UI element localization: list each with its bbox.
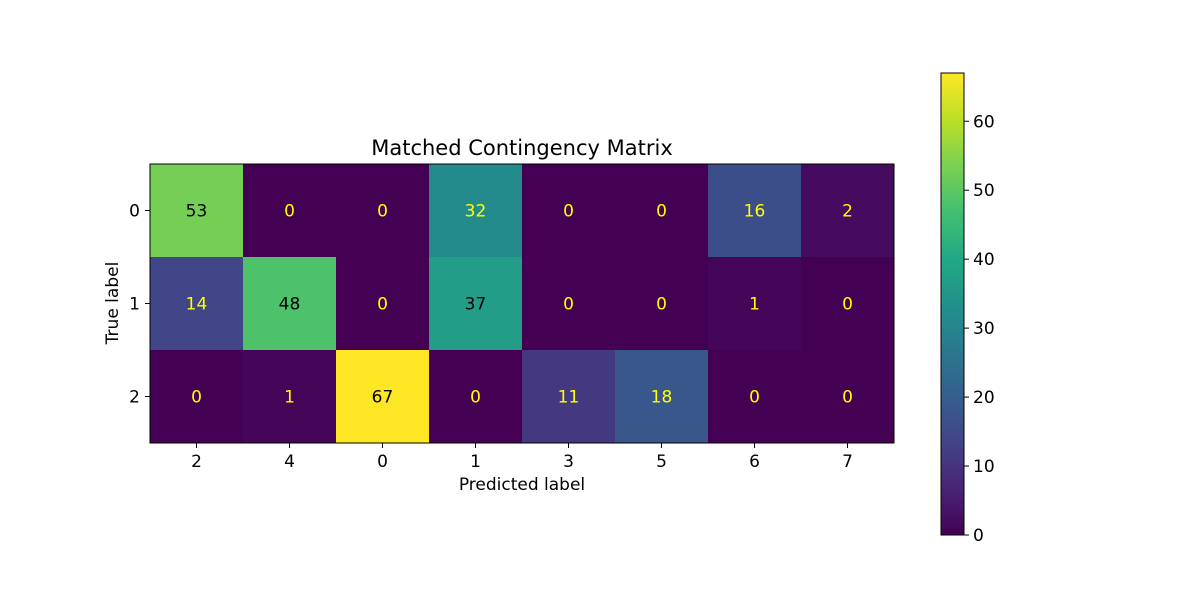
cell-value-label: 48 — [279, 295, 301, 315]
cell-value-label: 1 — [749, 295, 760, 315]
x-tick-label: 4 — [284, 452, 295, 472]
heatmap-cell — [429, 257, 523, 351]
colorbar-tick-label: 40 — [973, 250, 995, 270]
x-tick-label: 5 — [656, 452, 667, 472]
cell-value-label: 0 — [191, 388, 202, 408]
colorbar-tick-label: 20 — [973, 388, 995, 408]
x-tick-label: 7 — [842, 452, 853, 472]
y-tick-label: 0 — [129, 202, 140, 222]
chart-title: Matched Contingency Matrix — [371, 136, 673, 160]
cell-value-label: 53 — [186, 202, 208, 222]
cell-value-label: 0 — [284, 202, 295, 222]
x-tick-label: 1 — [470, 452, 481, 472]
cell-value-label: 0 — [563, 202, 574, 222]
y-tick-label: 1 — [129, 295, 140, 315]
cell-value-label: 2 — [842, 202, 853, 222]
heatmap-cell — [522, 350, 616, 444]
heatmap-cell — [150, 257, 244, 351]
heatmap-cell — [615, 257, 709, 351]
heatmap-cell — [522, 164, 616, 258]
colorbar-frame — [940, 72, 965, 536]
heatmap-cell — [243, 257, 337, 351]
heatmap-cell — [336, 257, 430, 351]
x-axis-label: Predicted label — [459, 475, 585, 495]
cell-value-label: 1 — [284, 388, 295, 408]
cell-value-label: 0 — [842, 295, 853, 315]
heatmap-cell — [429, 164, 523, 258]
colorbar-tick-label: 10 — [973, 457, 995, 477]
heatmap-cell — [150, 164, 244, 258]
heatmap-cell — [708, 164, 802, 258]
colorbar-ticks: 0 10 20 30 40 50 60 — [964, 112, 995, 546]
cell-value-label: 0 — [563, 295, 574, 315]
y-axis-ticks: 0 1 2 — [129, 202, 150, 408]
x-tick-label: 6 — [749, 452, 760, 472]
x-tick-label: 0 — [377, 452, 388, 472]
cell-value-label: 0 — [656, 202, 667, 222]
heatmap-cell — [150, 350, 244, 444]
cell-value-label: 16 — [744, 202, 766, 222]
colorbar-tick-label: 0 — [973, 526, 984, 546]
heatmap-cell — [522, 257, 616, 351]
colorbar-tick-label: 30 — [973, 319, 995, 339]
colorbar-tick-label: 50 — [973, 181, 995, 201]
cell-value-label: 11 — [558, 388, 580, 408]
heatmap-cell — [615, 164, 709, 258]
cell-value-label: 0 — [656, 295, 667, 315]
cell-value-labels: 53 0 0 32 0 0 16 2 14 48 0 37 0 0 1 0 0 1 67 0 11 18 0 0 — [186, 202, 853, 408]
heatmap-cell — [243, 164, 337, 258]
x-tick-label: 2 — [191, 452, 202, 472]
heatmap-cell — [243, 350, 337, 444]
heatmap-cell — [336, 164, 430, 258]
heatmap-cell — [336, 350, 430, 444]
cell-value-label: 0 — [377, 295, 388, 315]
colorbar-tick-label: 60 — [973, 112, 995, 132]
cell-value-label: 0 — [842, 388, 853, 408]
cell-value-label: 37 — [465, 295, 487, 315]
heatmap-cells — [150, 164, 895, 444]
heatmap-cell — [708, 257, 802, 351]
heatmap-cell — [429, 350, 523, 444]
heatmap-cell — [801, 164, 895, 258]
cell-value-label: 0 — [470, 388, 481, 408]
cell-value-label: 18 — [651, 388, 673, 408]
heatmap-cell — [708, 350, 802, 444]
cell-value-label: 67 — [372, 388, 394, 408]
cell-value-label: 0 — [377, 202, 388, 222]
heatmap-cell — [615, 350, 709, 444]
cell-value-label: 14 — [186, 295, 208, 315]
cell-value-label: 0 — [749, 388, 760, 408]
x-axis-ticks: 2 4 0 1 3 5 6 7 — [191, 443, 853, 472]
heatmap-cell — [801, 350, 895, 444]
y-axis-label: True label — [103, 262, 123, 346]
y-tick-label: 2 — [129, 388, 140, 408]
x-tick-label: 3 — [563, 452, 574, 472]
cell-value-label: 32 — [465, 202, 487, 222]
colorbar — [941, 73, 964, 535]
heatmap-cell — [801, 257, 895, 351]
